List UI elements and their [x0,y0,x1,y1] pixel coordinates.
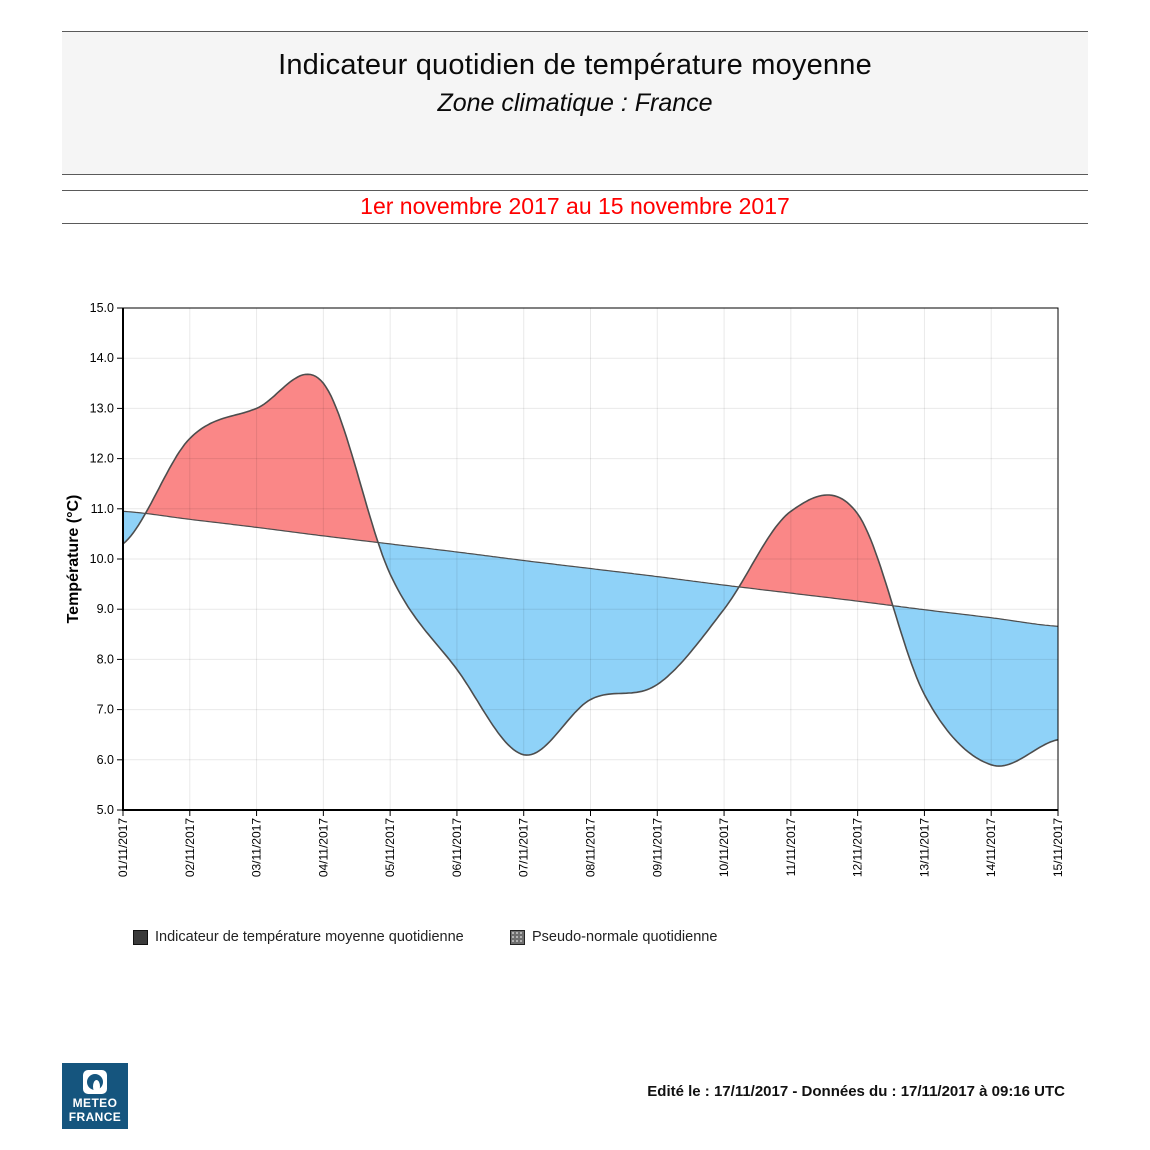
svg-text:11/11/2017: 11/11/2017 [784,818,798,877]
legend-item-indicator: Indicateur de température moyenne quotid… [133,929,464,945]
svg-text:03/11/2017: 03/11/2017 [250,818,264,877]
edition-timestamp: Edité le : 17/11/2017 - Données du : 17/… [647,1083,1065,1100]
svg-text:13.0: 13.0 [90,401,114,415]
svg-text:10/11/2017: 10/11/2017 [717,818,731,877]
svg-text:8.0: 8.0 [97,652,114,666]
svg-text:13/11/2017: 13/11/2017 [917,818,931,877]
svg-text:01/11/2017: 01/11/2017 [116,818,130,877]
report-header: Indicateur quotidien de température moye… [62,31,1088,175]
svg-text:15/11/2017: 15/11/2017 [1051,818,1065,877]
page-subtitle: Zone climatique : France [437,89,713,117]
svg-text:15.0: 15.0 [90,301,114,315]
period-range-label: 1er novembre 2017 au 15 novembre 2017 [62,190,1088,224]
svg-text:14/11/2017: 14/11/2017 [984,818,998,877]
page-title: Indicateur quotidien de température moye… [278,49,872,81]
meteo-france-logo: METEO FRANCE [62,1063,128,1129]
legend-swatch-indicator [133,929,148,945]
svg-text:08/11/2017: 08/11/2017 [584,818,598,877]
svg-text:12.0: 12.0 [90,452,114,466]
svg-text:05/11/2017: 05/11/2017 [383,818,397,877]
svg-text:04/11/2017: 04/11/2017 [316,818,330,877]
svg-text:07/11/2017: 07/11/2017 [517,818,531,877]
svg-text:12/11/2017: 12/11/2017 [851,818,865,877]
svg-text:06/11/2017: 06/11/2017 [450,818,464,877]
svg-text:09/11/2017: 09/11/2017 [650,818,664,877]
svg-text:11.0: 11.0 [91,502,114,516]
temperature-area-chart: 5.0 6.0 7.0 8.0 9.0 10.0 11.0 12.0 13.0 14.0 15.0 0… [65,301,1065,877]
svg-text:02/11/2017: 02/11/2017 [183,818,197,877]
logo-word-meteo: METEO [72,1096,118,1110]
logo-word-france: FRANCE [68,1110,122,1124]
svg-text:9.0: 9.0 [97,602,114,616]
svg-text:10.0: 10.0 [90,552,114,566]
meteo-france-moon-icon [83,1070,107,1094]
svg-text:Température (°C): Température (°C) [65,495,82,624]
legend-item-pseudo-normale: Pseudo-normale quotidienne [510,929,717,945]
legend-label-pseudo-normale: Pseudo-normale quotidienne [532,929,718,945]
svg-text:14.0: 14.0 [90,351,114,365]
svg-text:5.0: 5.0 [97,803,114,817]
svg-text:7.0: 7.0 [97,703,114,717]
legend-label-indicator: Indicateur de température moyenne quotid… [155,929,464,945]
legend-swatch-pseudo-normale [510,929,525,945]
svg-text:6.0: 6.0 [97,753,114,767]
